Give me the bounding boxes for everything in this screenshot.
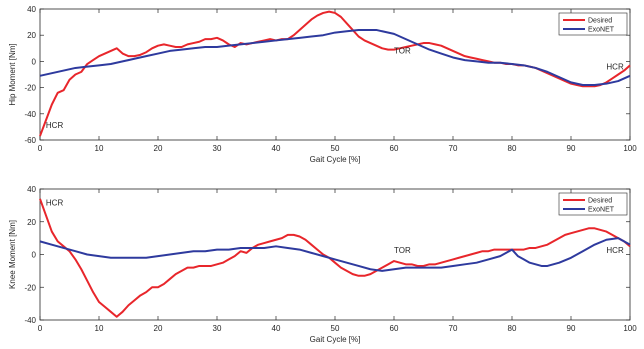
- knee-x-tick-label: 30: [213, 324, 222, 333]
- knee-x-tick-label: 50: [331, 324, 340, 333]
- hip-annotation-tor: TOR: [394, 47, 411, 56]
- hip-x-tick-label: 0: [38, 144, 43, 153]
- hip-annotation-hcr: HCR: [606, 62, 624, 71]
- hip-x-tick-label: 10: [95, 144, 104, 153]
- knee-plot-frame: [39, 188, 631, 321]
- hip-x-tick-label: 60: [390, 144, 399, 153]
- hip-legend-label-desired: Desired: [588, 18, 612, 25]
- hip-legend-label-exonet: ExoNET: [588, 27, 615, 34]
- knee-x-tick-label: 70: [449, 324, 458, 333]
- knee-legend: Desired ExoNET: [558, 192, 628, 216]
- hip-legend: Desired ExoNET: [558, 12, 628, 36]
- hip-y-axis-label: Hip Moment [Nm]: [8, 43, 17, 105]
- knee-y-tick-label: 40: [27, 185, 36, 194]
- knee-legend-label-exonet: ExoNET: [588, 207, 615, 214]
- knee-y-axis-label: Knee Moment [Nm]: [8, 220, 17, 289]
- hip-y-tick-label: -20: [24, 84, 36, 93]
- hip-moment-chart: 0 10 20 30 40 50 60 70 80 90 100 40 20 0 -20 -40 -60 Gait…: [8, 5, 637, 164]
- hip-y-tick-label: 40: [27, 5, 36, 14]
- knee-x-tick-label: 20: [154, 324, 163, 333]
- knee-moment-chart: 0 10 20 30 40 50 60 70 80 90 100 40 20 0 -20 -40 Gait Cy…: [8, 185, 637, 344]
- knee-series-line-exonet: [39, 237, 631, 272]
- hip-plot-frame: [39, 8, 631, 141]
- knee-x-tick-label: 60: [390, 324, 399, 333]
- knee-x-tick-label: 40: [272, 324, 281, 333]
- knee-annotation-hcr: HCR: [46, 198, 64, 207]
- knee-y-tick-label: 20: [27, 218, 36, 227]
- knee-y-tick-label: -20: [24, 283, 36, 292]
- hip-x-tick-label: 100: [623, 144, 637, 153]
- hip-x-tick-label: 30: [213, 144, 222, 153]
- knee-x-tick-label: 80: [508, 324, 517, 333]
- hip-x-axis-label: Gait Cycle [%]: [310, 155, 361, 164]
- knee-x-tick-label: 100: [623, 324, 637, 333]
- hip-y-tick-label: -40: [24, 110, 36, 119]
- hip-x-tick-label: 50: [331, 144, 340, 153]
- knee-x-tick-label: 0: [38, 324, 43, 333]
- knee-x-axis-label: Gait Cycle [%]: [310, 335, 361, 344]
- knee-x-tick-label: 90: [567, 324, 576, 333]
- hip-x-tick-label: 70: [449, 144, 458, 153]
- hip-x-tick-label: 20: [154, 144, 163, 153]
- knee-y-tick-label: -40: [24, 316, 36, 325]
- knee-annotation-hcr: HCR: [606, 246, 624, 255]
- hip-x-tick-label: 80: [508, 144, 517, 153]
- hip-y-tick-label: 0: [32, 57, 37, 66]
- hip-x-tick-label: 90: [567, 144, 576, 153]
- knee-annotation-tor: TOR: [394, 246, 411, 255]
- hip-annotation-hcr: HCR: [46, 121, 64, 130]
- hip-x-tick-label: 40: [272, 144, 281, 153]
- knee-legend-label-desired: Desired: [588, 198, 612, 205]
- knee-x-tick-label: 10: [95, 324, 104, 333]
- hip-y-tick-label: -60: [24, 136, 36, 145]
- hip-series-line-exonet: [39, 28, 631, 86]
- knee-series-line-desired: [39, 198, 631, 318]
- hip-y-tick-label: 20: [27, 31, 36, 40]
- knee-y-tick-label: 0: [32, 251, 37, 260]
